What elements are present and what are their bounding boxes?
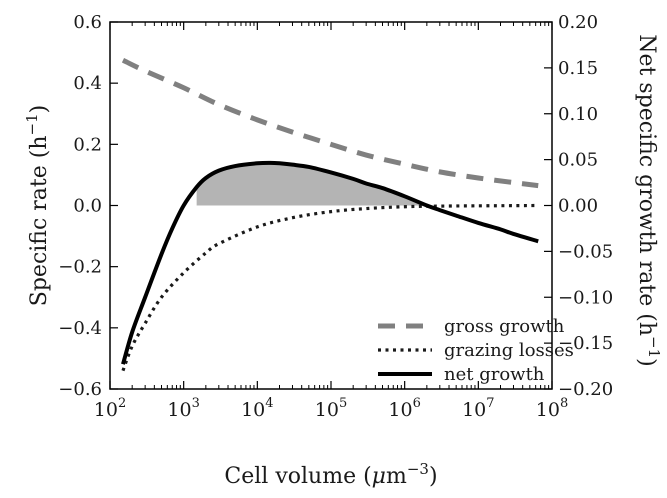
series-line-gross-growth: [121, 57, 539, 189]
plot-area: [121, 57, 539, 372]
y-left-tick-label: 0.2: [73, 134, 102, 155]
x-tick-label: 104: [241, 396, 273, 421]
legend-label-net-growth: net growth: [444, 364, 545, 385]
y-left-tick-label: 0.0: [73, 196, 102, 217]
y-right-tick-label: 0.15: [558, 58, 598, 79]
y-left-tick-label: −0.6: [58, 379, 102, 400]
y-right-tick-label: 0.20: [558, 12, 598, 33]
y-right-tick-label: 0.05: [558, 150, 598, 171]
y-left-tick-label: 0.4: [73, 73, 102, 94]
legend-label-gross-growth: gross growth: [444, 316, 565, 337]
legend-label-grazing-losses: grazing losses: [444, 340, 574, 361]
y-left-tick-label: 0.6: [73, 12, 102, 33]
y-axis-right-label: Net specific growth rate (h−1): [634, 34, 663, 366]
y-right-tick-label: −0.20: [558, 379, 613, 400]
y-right-tick-label: −0.15: [558, 333, 613, 354]
x-axis-label: Cell volume (μm−3): [224, 460, 437, 489]
y-right-tick-label: 0.00: [558, 196, 598, 217]
y-axis-left-label: Specific rate (h−1): [23, 105, 52, 306]
series-line-net-growth: [121, 160, 539, 365]
shaded-positive-region: [196, 162, 424, 206]
y-left-tick-label: −0.2: [58, 257, 102, 278]
y-right-tick-label: 0.10: [558, 104, 598, 125]
y-right-tick-label: −0.10: [558, 287, 613, 308]
y-left-tick-label: −0.4: [58, 318, 102, 339]
x-tick-label: 102: [94, 396, 126, 421]
x-tick-label: 108: [536, 396, 568, 421]
legend: gross growth grazing losses net growth: [378, 316, 574, 385]
x-tick-label: 105: [315, 396, 347, 421]
x-tick-label: 106: [388, 396, 420, 421]
y-right-tick-label: −0.05: [558, 241, 613, 262]
x-tick-label: 103: [167, 396, 199, 421]
series-line-grazing-losses: [121, 203, 539, 372]
axis-labels: Cell volume (μm−3) Specific rate (h−1) N…: [23, 34, 663, 489]
axes: 102 103 104 105 106 107 108 0.6 0.4 0.2 0.0 −0.2 −0.…: [58, 12, 613, 421]
x-tick-label: 107: [462, 396, 494, 421]
